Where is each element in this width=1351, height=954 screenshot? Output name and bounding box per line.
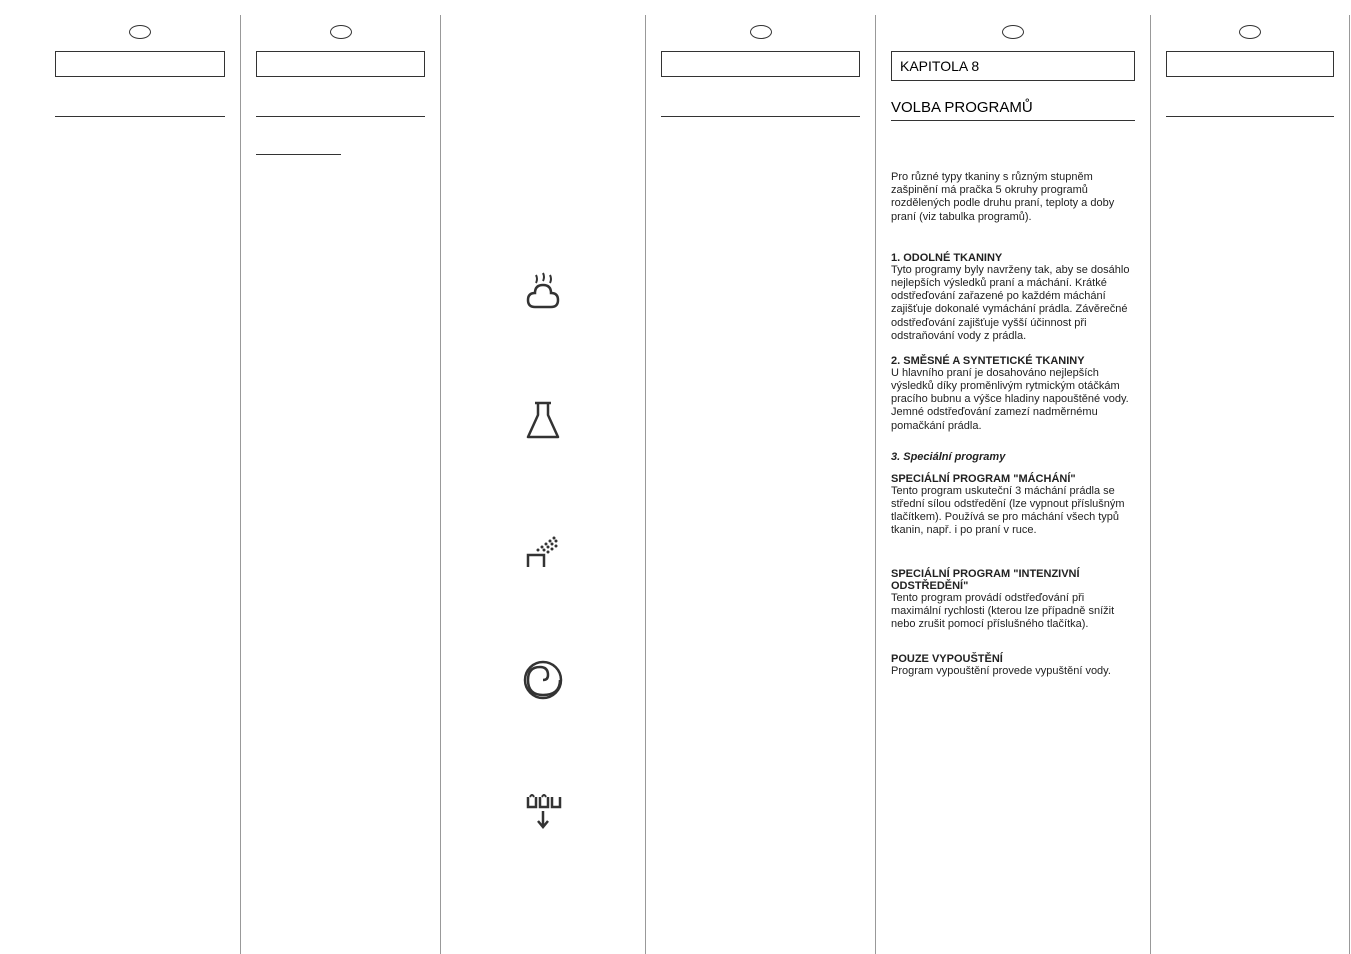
column-4 xyxy=(645,15,875,954)
section-1-title: 1. ODOLNÉ TKANINY xyxy=(891,252,1135,264)
column-2 xyxy=(240,15,440,954)
shower-icon xyxy=(518,525,568,575)
special-2-title: SPECIÁLNÍ PROGRAM "INTENZIVNÍ ODSTŘEDĚNÍ… xyxy=(891,568,1135,592)
short-line xyxy=(256,135,341,155)
column-3-icons xyxy=(440,15,645,954)
section-2-body: U hlavního praní je dosahováno nejlepšíc… xyxy=(891,367,1135,433)
main-heading: VOLBA PROGRAMŮ xyxy=(891,99,1135,121)
section-3-title: 3. Speciální programy xyxy=(891,451,1135,463)
title-box-empty xyxy=(256,51,425,77)
icon-slot xyxy=(518,785,568,915)
column-5-content: KAPITOLA 8 VOLBA PROGRAMŮ Pro různé typy… xyxy=(875,15,1150,954)
page-container: KAPITOLA 8 VOLBA PROGRAMŮ Pro různé typy… xyxy=(0,0,1351,954)
icon-slot xyxy=(518,395,568,525)
chapter-box: KAPITOLA 8 xyxy=(891,51,1135,81)
flask-icon xyxy=(518,395,568,445)
subtitle-empty xyxy=(1166,95,1334,117)
section-3: 3. Speciální programy xyxy=(891,451,1135,463)
subtitle-empty xyxy=(55,95,225,117)
section-2: 2. SMĚSNÉ A SYNTETICKÉ TKANINY U hlavníh… xyxy=(891,355,1135,433)
special-3-title: POUZE VYPOUŠTĚNÍ xyxy=(891,653,1135,665)
subtitle-empty xyxy=(661,95,860,117)
steam-icon xyxy=(518,265,568,315)
icon-slot xyxy=(518,655,568,785)
special-2-body: Tento program provádí odstřeďování při m… xyxy=(891,592,1135,632)
special-2: SPECIÁLNÍ PROGRAM "INTENZIVNÍ ODSTŘEDĚNÍ… xyxy=(891,568,1135,632)
icon-slot xyxy=(518,525,568,655)
hole-marker xyxy=(750,25,772,39)
section-2-title: 2. SMĚSNÉ A SYNTETICKÉ TKANINY xyxy=(891,355,1135,367)
drain-icon xyxy=(518,785,568,835)
hole-marker xyxy=(1239,25,1261,39)
title-box-empty xyxy=(1166,51,1334,77)
title-box-empty xyxy=(661,51,860,77)
icon-column xyxy=(456,15,630,915)
column-1 xyxy=(40,15,240,954)
hole-marker xyxy=(129,25,151,39)
spiral-icon xyxy=(518,655,568,705)
special-3: POUZE VYPOUŠTĚNÍ Program vypouštění prov… xyxy=(891,653,1135,678)
intro-text: Pro různé typy tkaniny s různým stupněm … xyxy=(891,171,1135,224)
column-6 xyxy=(1150,15,1350,954)
hole-marker xyxy=(330,25,352,39)
section-1: 1. ODOLNÉ TKANINY Tyto programy byly nav… xyxy=(891,252,1135,343)
special-3-body: Program vypouštění provede vypuštění vod… xyxy=(891,665,1135,678)
hole-marker xyxy=(1002,25,1024,39)
special-1-title: SPECIÁLNÍ PROGRAM "MÁCHÁNÍ" xyxy=(891,473,1135,485)
title-box-empty xyxy=(55,51,225,77)
section-1-body: Tyto programy byly navrženy tak, aby se … xyxy=(891,264,1135,343)
special-1: SPECIÁLNÍ PROGRAM "MÁCHÁNÍ" Tento progra… xyxy=(891,473,1135,538)
special-1-body: Tento program uskuteční 3 máchání prádla… xyxy=(891,485,1135,538)
icon-slot xyxy=(518,265,568,395)
subtitle-empty xyxy=(256,95,425,117)
